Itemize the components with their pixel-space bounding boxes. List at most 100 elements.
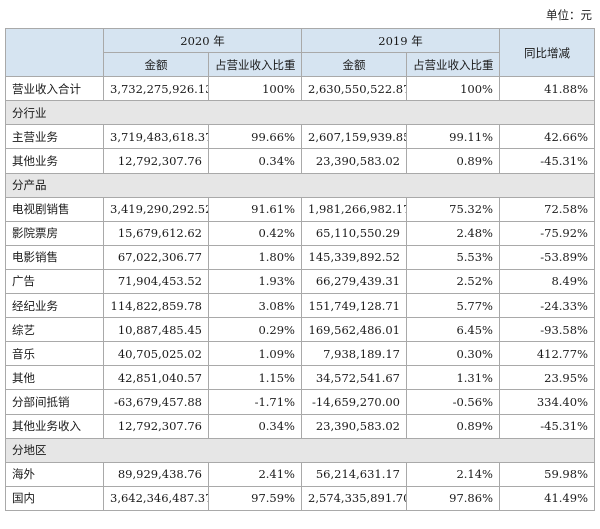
- section-title: 分行业: [5, 100, 595, 126]
- amount-2019: 151,749,128.71: [301, 293, 407, 319]
- yoy-change: 72.58%: [499, 196, 595, 222]
- share-2020: 0.34%: [208, 413, 302, 439]
- amount-2019: 2,574,335,891.70: [301, 485, 407, 511]
- share-2020: 0.42%: [208, 220, 302, 246]
- share-2019: 1.31%: [406, 365, 500, 391]
- amount-2020: 3,642,346,487.37: [103, 485, 209, 511]
- amount-2019: 66,279,439.31: [301, 268, 407, 295]
- yoy-change: -45.31%: [499, 413, 595, 439]
- share-2019: 5.77%: [406, 293, 500, 319]
- amount-2019: 56,214,631.17: [301, 461, 407, 487]
- share-2019: 2.14%: [406, 461, 500, 487]
- yoy-change: 59.98%: [499, 461, 595, 487]
- row-label: 国内: [5, 485, 104, 511]
- table-row: 海外 89,929,438.76 2.41% 56,214,631.17 2.14% 59…: [5, 461, 595, 487]
- header-year-2019: 2019 年: [301, 27, 500, 54]
- share-2020: 1.93%: [208, 268, 302, 295]
- yoy-change: -45.31%: [499, 148, 595, 174]
- share-2020: 0.34%: [208, 148, 302, 174]
- table-row: 广告 71,904,453.52 1.93% 66,279,439.31 2.52% 8.…: [5, 268, 595, 295]
- table-row: 音乐 40,705,025.02 1.09% 7,938,189.17 0.30% 412…: [5, 341, 595, 367]
- row-label: 其他业务: [5, 148, 104, 174]
- row-label: 广告: [5, 268, 104, 295]
- table-body: 营业收入合计 3,732,275,926.13 100% 2,630,550,5…: [5, 76, 595, 511]
- amount-2020: 3,732,275,926.13: [103, 76, 209, 102]
- yoy-change: -53.89%: [499, 244, 595, 270]
- yoy-change: 412.77%: [499, 341, 595, 367]
- row-label: 电影销售: [5, 244, 104, 270]
- table-row: 电影销售 67,022,306.77 1.80% 145,339,892.52 5.53…: [5, 244, 595, 270]
- amount-2019: 23,390,583.02: [301, 413, 407, 439]
- row-label: 影院票房: [5, 220, 104, 246]
- amount-2020: 42,851,040.57: [103, 365, 209, 391]
- share-2019: 75.32%: [406, 196, 500, 222]
- amount-2020: 89,929,438.76: [103, 461, 209, 487]
- yoy-change: -75.92%: [499, 220, 595, 246]
- amount-2019: -14,659,270.00: [301, 389, 407, 415]
- section-header-row: 分行业: [5, 100, 595, 126]
- share-2019: -0.56%: [406, 389, 500, 415]
- section-title: 分产品: [5, 172, 595, 198]
- amount-2020: 10,887,485.45: [103, 317, 209, 343]
- amount-2020: 12,792,307.76: [103, 413, 209, 439]
- header-year-2020: 2020 年: [103, 27, 302, 54]
- table-row: 其他业务收入 12,792,307.76 0.34% 23,390,583.02 0.8…: [5, 413, 595, 439]
- unit-label: 单位：元: [546, 8, 592, 22]
- share-2020: 2.41%: [208, 461, 302, 487]
- row-label: 综艺: [5, 317, 104, 343]
- amount-2019: 145,339,892.52: [301, 244, 407, 270]
- share-2019: 100%: [406, 76, 500, 102]
- yoy-change: 334.40%: [499, 389, 595, 415]
- header-blank: [5, 27, 104, 78]
- amount-2019: 1,981,266,982.17: [301, 196, 407, 222]
- amount-2019: 23,390,583.02: [301, 148, 407, 174]
- section-title: 分地区: [5, 437, 595, 463]
- share-2019: 0.30%: [406, 341, 500, 367]
- table-row: 影院票房 15,679,612.62 0.42% 65,110,550.29 2.48%…: [5, 220, 595, 246]
- share-2019: 0.89%: [406, 148, 500, 174]
- share-2020: 100%: [208, 76, 302, 102]
- amount-2019: 169,562,486.01: [301, 317, 407, 343]
- yoy-change: 23.95%: [499, 365, 595, 391]
- share-2019: 97.86%: [406, 485, 500, 511]
- amount-2019: 34,572,541.67: [301, 365, 407, 391]
- amount-2019: 65,110,550.29: [301, 220, 407, 246]
- share-2019: 0.89%: [406, 413, 500, 439]
- amount-2020: -63,679,457.88: [103, 389, 209, 415]
- table-row: 综艺 10,887,485.45 0.29% 169,562,486.01 6.45% -…: [5, 317, 595, 343]
- share-2020: 1.80%: [208, 244, 302, 270]
- row-label: 电视剧销售: [5, 196, 104, 222]
- table-row: 主营业务 3,719,483,618.37 99.66% 2,607,159,939.…: [5, 124, 595, 150]
- yoy-change: -93.58%: [499, 317, 595, 343]
- amount-2020: 15,679,612.62: [103, 220, 209, 246]
- yoy-change: -24.33%: [499, 293, 595, 319]
- revenue-table: 2020 年 2019 年 同比增减 金额 占营业收入比重 金额 占营业收入比重…: [5, 27, 595, 511]
- amount-2019: 2,630,550,522.87: [301, 76, 407, 102]
- share-2020: 97.59%: [208, 485, 302, 511]
- row-label: 其他: [5, 365, 104, 391]
- amount-2020: 3,719,483,618.37: [103, 124, 209, 150]
- row-label: 其他业务收入: [5, 413, 104, 439]
- share-2020: 99.66%: [208, 124, 302, 150]
- table-row: 经纪业务 114,822,859.78 3.08% 151,749,128.71 5.7…: [5, 293, 595, 319]
- yoy-change: 41.49%: [499, 485, 595, 511]
- header-amount-2020: 金额: [103, 52, 209, 78]
- amount-2020: 114,822,859.78: [103, 293, 209, 319]
- share-2019: 99.11%: [406, 124, 500, 150]
- yoy-change: 8.49%: [499, 268, 595, 295]
- share-2020: -1.71%: [208, 389, 302, 415]
- amount-2020: 12,792,307.76: [103, 148, 209, 174]
- table-row: 其他 42,851,040.57 1.15% 34,572,541.67 1.31% 23…: [5, 365, 595, 391]
- share-2020: 1.09%: [208, 341, 302, 367]
- share-2019: 6.45%: [406, 317, 500, 343]
- row-label: 海外: [5, 461, 104, 487]
- amount-2020: 40,705,025.02: [103, 341, 209, 367]
- section-header-row: 分地区: [5, 437, 595, 463]
- row-label: 分部间抵销: [5, 389, 104, 415]
- share-2019: 2.48%: [406, 220, 500, 246]
- amount-2019: 7,938,189.17: [301, 341, 407, 367]
- row-label: 营业收入合计: [5, 76, 104, 102]
- share-2020: 1.15%: [208, 365, 302, 391]
- share-2019: 5.53%: [406, 244, 500, 270]
- footnote-cut: [5, 520, 595, 529]
